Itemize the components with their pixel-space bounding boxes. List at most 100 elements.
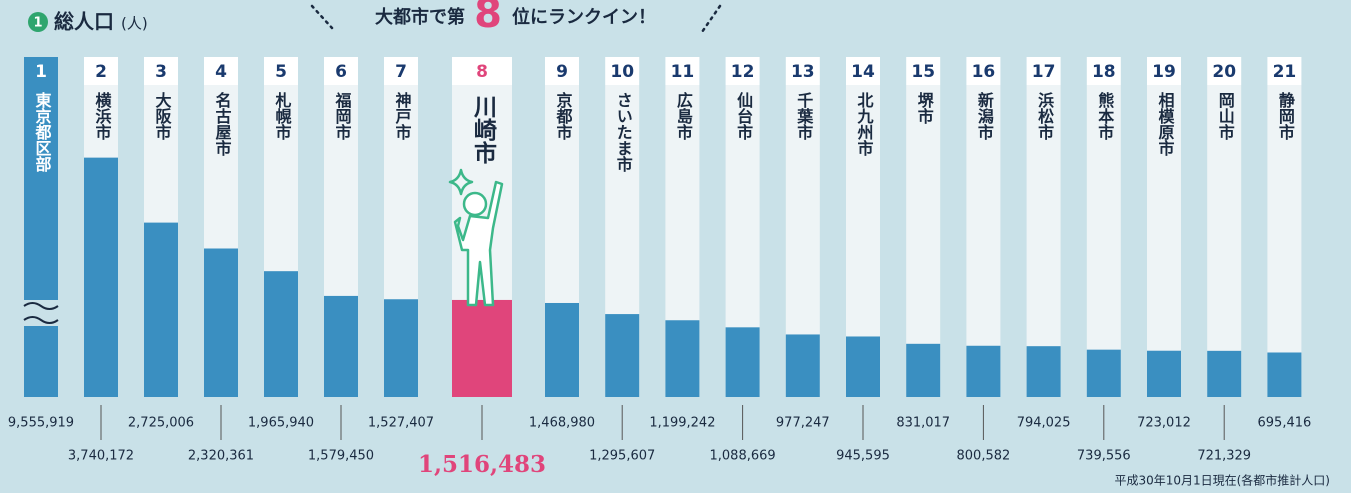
city-name: 川崎市 <box>470 95 498 164</box>
city-name: さいたま市 <box>614 92 633 173</box>
value-label: 3,740,172 <box>68 449 134 464</box>
column-bg <box>1086 85 1121 397</box>
value-label: 695,416 <box>1258 416 1312 431</box>
rank-label: 6 <box>335 62 347 82</box>
column-bg <box>1026 85 1061 397</box>
bar <box>144 222 178 397</box>
title-number: 1 <box>33 16 42 31</box>
value-label: 1,468,980 <box>529 416 595 431</box>
bar <box>665 320 700 397</box>
value-label: 2,725,006 <box>128 416 194 431</box>
value-label: 723,012 <box>1137 416 1191 431</box>
city-name: 福岡市 <box>333 91 353 141</box>
header-cell <box>324 57 358 85</box>
header-cell <box>384 57 418 85</box>
value-label: 1,199,242 <box>649 416 715 431</box>
column-bg <box>1267 85 1302 397</box>
banner-text: 大都市で第 <box>375 6 465 28</box>
header-cell <box>785 57 820 85</box>
header-cell <box>1147 57 1181 85</box>
banner-text: 位にランクイン！ <box>512 6 656 28</box>
bar <box>204 248 238 397</box>
city-name: 名古屋市 <box>213 91 232 157</box>
header-cell <box>1267 57 1302 85</box>
city-name: 堺市 <box>915 91 934 125</box>
header-cell <box>452 57 512 85</box>
rank-label: 20 <box>1212 62 1236 82</box>
value-label: 721,329 <box>1197 449 1251 464</box>
rank-label: 21 <box>1273 62 1297 82</box>
axis-break <box>23 302 59 324</box>
rank-label: 9 <box>556 62 568 82</box>
city-name: 熊本市 <box>1095 91 1114 141</box>
city-name: 千葉市 <box>794 92 814 141</box>
header-cell <box>1026 57 1061 85</box>
footnote: 平成30年10月1日現在(各都市推計人口) <box>1114 473 1330 488</box>
bar <box>1267 352 1302 397</box>
rank-label: 13 <box>791 62 815 82</box>
bar <box>966 345 1001 397</box>
value-label: 1,965,940 <box>248 416 314 431</box>
chart-title: 総人口 <box>54 10 114 34</box>
rank-label: 15 <box>911 62 935 82</box>
bar <box>264 271 298 397</box>
banner-decoration <box>310 4 722 34</box>
bar <box>1086 349 1121 397</box>
figure-icon <box>448 168 504 307</box>
rank-label: 3 <box>155 62 167 82</box>
header-cell <box>204 57 238 85</box>
bar <box>1026 346 1061 397</box>
rank-label: 12 <box>731 62 755 82</box>
rank-label: 17 <box>1032 62 1056 82</box>
banner-rank: 8 <box>474 0 502 37</box>
city-name: 東京都区部 <box>33 91 53 173</box>
value-label: 9,555,919 <box>8 416 74 431</box>
value-label: 800,582 <box>957 449 1011 464</box>
rank-label: 10 <box>610 62 634 82</box>
city-name: 浜松市 <box>1035 91 1054 141</box>
value-label: 945,595 <box>836 449 890 464</box>
bar <box>452 299 512 397</box>
value-label: 739,556 <box>1077 449 1131 464</box>
value-label: 1,579,450 <box>308 449 374 464</box>
bar <box>545 302 579 397</box>
city-name: 仙台市 <box>734 91 753 141</box>
bar <box>846 336 880 397</box>
rank-label: 5 <box>275 62 287 82</box>
city-name: 静岡市 <box>1276 91 1295 141</box>
header-cell <box>264 57 298 85</box>
value-label: 1,088,669 <box>710 449 776 464</box>
city-name: 北九州市 <box>855 92 875 157</box>
city-name: 広島市 <box>674 91 693 141</box>
header-cell <box>1086 57 1121 85</box>
rank-label: 8 <box>476 62 488 82</box>
bar <box>605 314 640 397</box>
header-cell <box>1207 57 1242 85</box>
bar <box>785 334 820 397</box>
rank-label: 7 <box>395 62 407 82</box>
bars: 1 東京都区部 9,555,919 2 横浜市 3,740,172 3 大阪市 2,725,00… <box>8 57 1311 478</box>
rank-label: 18 <box>1092 62 1116 82</box>
header-cell <box>144 57 178 85</box>
unit: (人) <box>121 15 148 33</box>
value-label: 1,516,483 <box>418 451 546 478</box>
value-label: 831,017 <box>896 416 950 431</box>
value-label: 794,025 <box>1017 416 1071 431</box>
header-cell <box>725 57 760 85</box>
header-cell <box>966 57 1001 85</box>
city-name: 札幌市 <box>273 91 293 141</box>
city-name: 京都市 <box>554 91 574 141</box>
header-cell <box>906 57 941 85</box>
city-name: 横浜市 <box>93 91 112 141</box>
rank-label: 1 <box>35 62 47 82</box>
header-cell <box>846 57 880 85</box>
rank-label: 2 <box>95 62 107 82</box>
value-label: 1,527,407 <box>368 416 434 431</box>
column-bg <box>1147 85 1181 397</box>
rank-label: 16 <box>972 62 996 82</box>
value-label: 977,247 <box>776 416 830 431</box>
city-name: 岡山市 <box>1216 92 1235 141</box>
rank-label: 11 <box>671 62 695 82</box>
bar <box>906 343 941 397</box>
